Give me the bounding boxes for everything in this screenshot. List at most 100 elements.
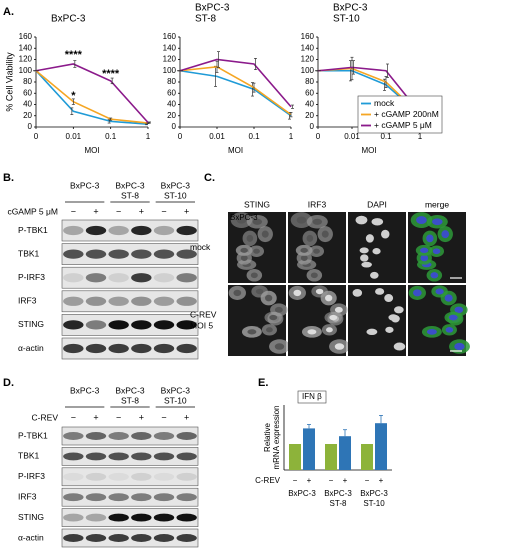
row-label: P-IRF3 [18, 272, 45, 282]
y-tick-label: 40 [305, 100, 314, 109]
nucleus [430, 272, 439, 279]
blot-band [85, 534, 107, 542]
cell-line-label: BxPC-3 [70, 180, 100, 190]
blot-band [85, 296, 107, 306]
panel-label: D. [3, 377, 14, 389]
blot-band [63, 225, 84, 236]
blot-strip [61, 219, 199, 242]
blot-band [153, 452, 175, 461]
nucleus [361, 261, 372, 268]
group-label: BxPC-3 [360, 489, 388, 498]
panel-label: B. [3, 172, 14, 184]
blot-band [108, 249, 129, 259]
y-tick-label: 60 [167, 88, 176, 97]
cell-line-label: BxPC-3 [161, 385, 191, 395]
error-bar [350, 56, 354, 81]
nucleus [381, 229, 390, 239]
nucleus [240, 247, 248, 253]
blot-band [131, 513, 152, 522]
group-label: BxPC-3 [324, 489, 352, 498]
cell-line-label: ST-10 [164, 395, 187, 405]
error-bar [148, 121, 151, 124]
y-tick-label: 160 [163, 32, 177, 41]
legend-label: mock [374, 98, 395, 108]
blot-band [176, 432, 197, 440]
blot-band [85, 452, 107, 461]
row-label: P-IRF3 [18, 471, 45, 481]
sign-label: − [365, 476, 370, 485]
blot-band [63, 452, 84, 461]
row-label: STING [18, 512, 44, 522]
blot-band [153, 472, 175, 481]
nucleus [420, 254, 429, 262]
nucleus [359, 247, 369, 254]
nucleus [432, 218, 443, 226]
blot-band [153, 249, 175, 259]
error-bar [352, 60, 355, 75]
blot-band [176, 493, 197, 502]
blot-strip [61, 290, 199, 313]
blot-band [108, 225, 129, 236]
series-line [35, 70, 149, 124]
blot-band [108, 472, 129, 481]
nucleus [306, 234, 314, 242]
chart-title: BxPC-3 [51, 14, 86, 25]
cell-line-label: ST-8 [121, 190, 139, 200]
nucleus [265, 294, 273, 302]
nucleus [432, 248, 441, 255]
nucleus [329, 314, 338, 321]
series-line [179, 58, 292, 108]
y-axis-label: mRNA expression [272, 405, 281, 469]
y-tick-label: 20 [305, 111, 314, 120]
row-label: TBK1 [18, 248, 40, 258]
nucleus [454, 306, 464, 314]
error-bar [110, 77, 114, 85]
blot-band [85, 320, 107, 330]
y-tick-label: 40 [167, 100, 176, 109]
row-label: STING [18, 319, 44, 329]
blot-band [63, 534, 84, 542]
legend-label: + cGAMP 200nM [374, 109, 439, 119]
blot-band [153, 432, 175, 440]
sign-label: + [184, 206, 189, 216]
row-label: MOI 5 [190, 320, 213, 330]
annotation: **** [102, 68, 120, 80]
blot-band [153, 493, 175, 502]
blot-band [131, 432, 152, 440]
nucleus [454, 342, 465, 351]
y-tick-label: 80 [305, 77, 314, 86]
nucleus [261, 230, 269, 238]
blot-band [85, 225, 107, 236]
channel-label: DAPI [367, 199, 387, 209]
x-axis-label: MOI [361, 146, 376, 155]
nucleus [385, 326, 394, 333]
blot-band [176, 534, 197, 542]
y-tick-label: 120 [301, 55, 315, 64]
sign-label: + [93, 412, 98, 422]
nucleus [334, 306, 343, 313]
error-bar [109, 117, 113, 121]
row-label: α-actin [18, 532, 44, 542]
blot-band [176, 343, 197, 354]
y-tick-label: 0 [172, 122, 177, 131]
nucleus [325, 294, 333, 302]
x-tick-label: 0.1 [380, 132, 392, 141]
x-tick-label: 1 [418, 132, 423, 141]
blot-band [85, 249, 107, 259]
y-axis-label: % Cell Viability [4, 52, 14, 112]
nucleus [366, 328, 378, 336]
y-tick-label: 120 [163, 55, 177, 64]
blot-strip [61, 266, 199, 289]
blot-band [131, 472, 152, 481]
x-tick-label: 0 [34, 132, 39, 141]
row-label: IRF3 [18, 491, 37, 501]
legend-label: + cGAMP 5 μM [374, 120, 432, 130]
blot-band [153, 513, 175, 522]
blot-band [153, 320, 175, 330]
y-tick-label: 60 [23, 88, 32, 97]
sign-label: + [139, 206, 144, 216]
error-bar [217, 51, 220, 68]
blot-band [85, 343, 107, 354]
nucleus [416, 216, 427, 225]
cell-line-label: BxPC-3 [115, 385, 145, 395]
